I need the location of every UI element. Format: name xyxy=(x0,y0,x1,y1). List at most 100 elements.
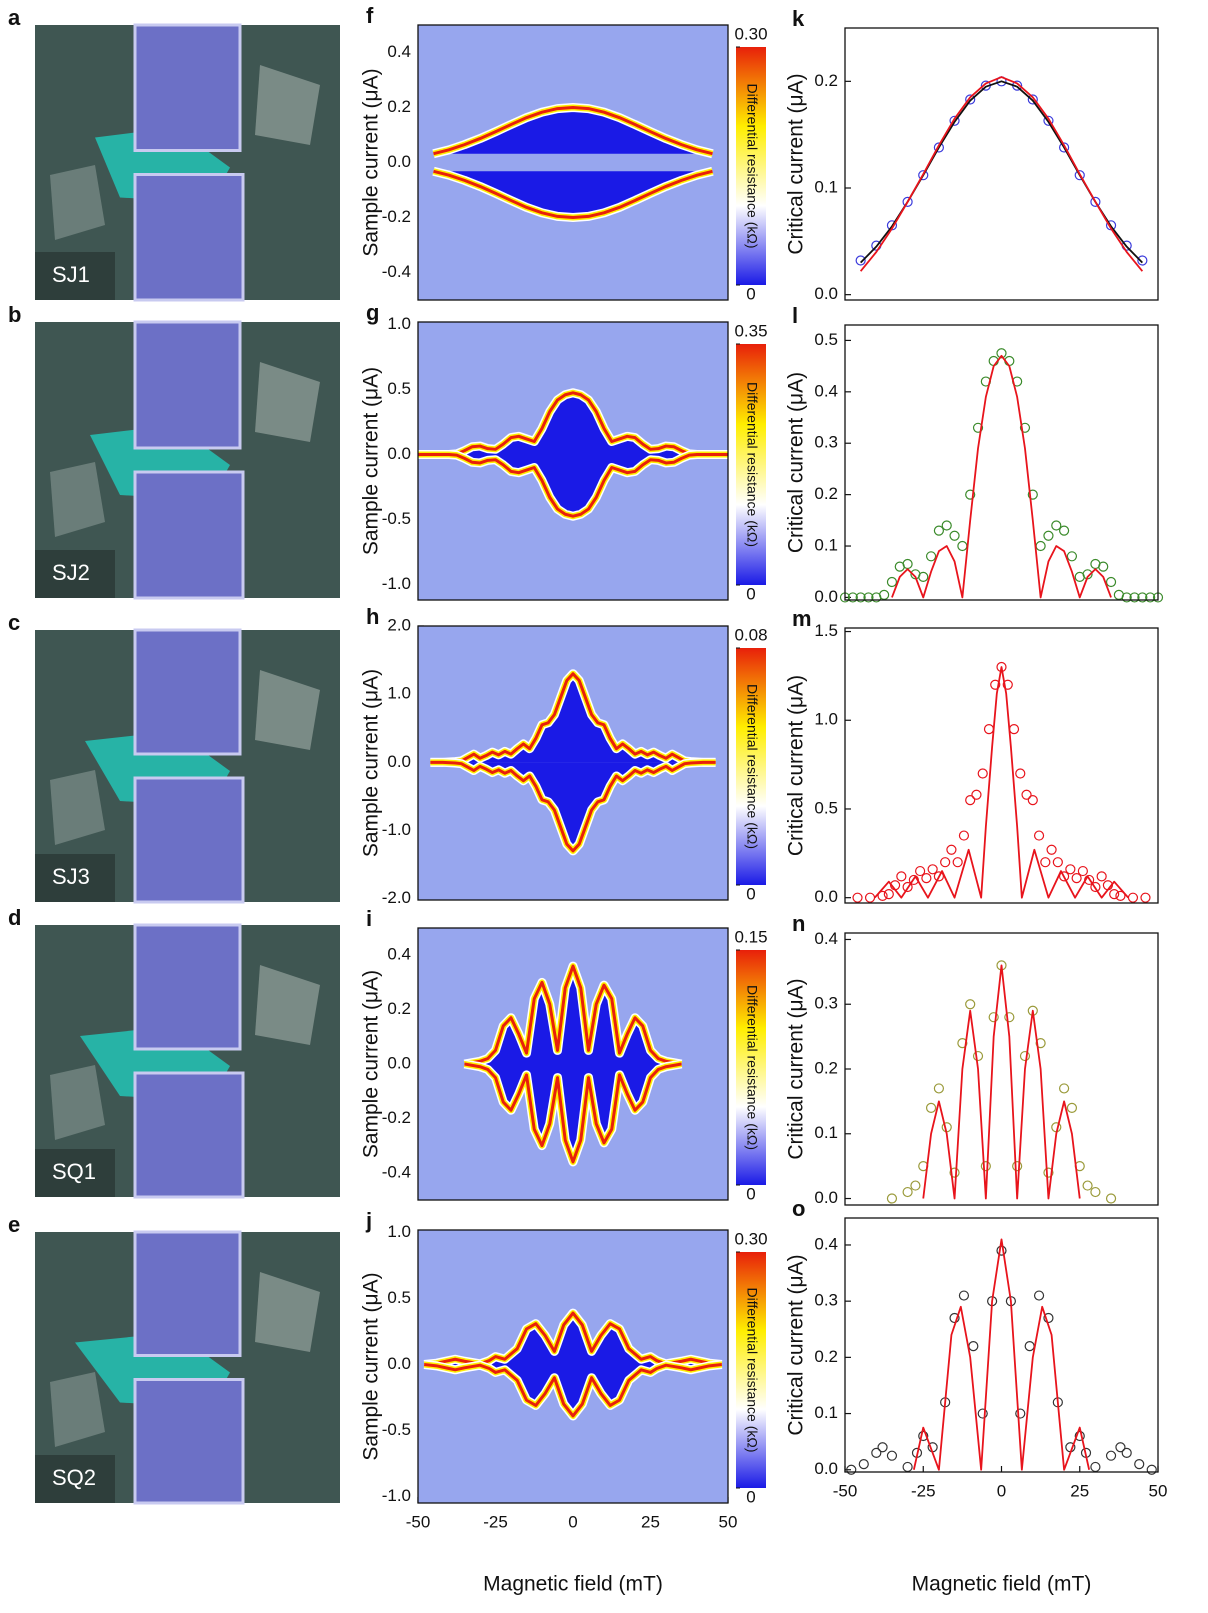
data-point xyxy=(886,1450,898,1461)
data-point xyxy=(1043,115,1054,126)
colorbar-tick-label: 0 xyxy=(746,284,755,303)
data-point xyxy=(1033,1290,1045,1301)
y-tick-label: 0.2 xyxy=(814,1058,838,1077)
panel-letter: h xyxy=(366,604,379,629)
data-point xyxy=(971,789,982,800)
y-tick-label: -1.0 xyxy=(382,574,411,593)
y-tick-label: 0.3 xyxy=(814,1291,838,1310)
label-box xyxy=(35,854,115,902)
x-axis-label: Magnetic field (mT) xyxy=(483,1573,663,1596)
data-point xyxy=(879,589,890,600)
y-tick-label: 0.0 xyxy=(387,152,411,171)
y-tick-label: -0.4 xyxy=(382,1162,411,1181)
y-tick-label: 0.5 xyxy=(814,330,838,349)
data-point xyxy=(996,348,1007,359)
y-tick-label: 0.4 xyxy=(387,945,411,964)
label-box xyxy=(35,1455,115,1503)
panel-letter: a xyxy=(8,5,21,30)
heatmap-background xyxy=(418,25,728,300)
lobe-edge xyxy=(464,1062,682,1164)
data-point xyxy=(958,830,970,841)
panel-letter: l xyxy=(792,303,798,328)
colorbar-label: Differential resistance (kΩ) xyxy=(744,684,760,849)
lobe-fill xyxy=(418,454,728,517)
plot-frame xyxy=(417,927,729,1201)
flake xyxy=(50,770,105,845)
data-point xyxy=(1066,551,1078,562)
data-point xyxy=(1004,1012,1015,1023)
data-point xyxy=(1051,520,1062,531)
data-point xyxy=(877,1442,888,1453)
data-point xyxy=(946,844,957,855)
y-tick-label: 0.1 xyxy=(814,1403,838,1422)
lobe-edge xyxy=(418,453,728,518)
fit-line xyxy=(874,666,1129,899)
y-tick-label: 0.4 xyxy=(814,381,838,400)
data-point xyxy=(1058,871,1070,882)
data-point xyxy=(968,1341,979,1352)
y-axis-label: Critical current (μA) xyxy=(785,978,808,1159)
electrode xyxy=(133,923,242,1051)
plot-frame xyxy=(844,27,1159,301)
data-point xyxy=(1137,592,1148,603)
colorbar-tick-label: 0.15 xyxy=(734,927,767,946)
data-point xyxy=(896,871,907,882)
colorbar-tick-label: 0 xyxy=(746,584,755,603)
data-point xyxy=(933,142,945,153)
electrode xyxy=(133,173,245,302)
panel-letter: b xyxy=(8,302,21,327)
data-point xyxy=(965,94,976,105)
data-point xyxy=(915,865,926,877)
fit-line xyxy=(891,354,1112,599)
data-point xyxy=(949,1167,960,1178)
data-point xyxy=(902,196,913,207)
flake xyxy=(255,670,320,750)
data-point xyxy=(1105,1450,1117,1461)
y-tick-label: -1.0 xyxy=(382,1486,411,1505)
sample-label: SJ3 xyxy=(52,864,90,889)
y-axis-label: Critical current (μA) xyxy=(785,372,808,553)
lobe-edge xyxy=(418,391,728,457)
panel-letter: e xyxy=(8,1212,20,1237)
data-point xyxy=(1019,422,1031,433)
y-tick-label: 0.1 xyxy=(814,1123,838,1142)
data-point xyxy=(1024,1341,1035,1352)
colorbar-label: Differential resistance (kΩ) xyxy=(744,985,760,1150)
lobe-edge xyxy=(424,1363,722,1418)
y-tick-label: 0.5 xyxy=(387,379,411,398)
colorbar-label: Differential resistance (kΩ) xyxy=(744,382,760,547)
y-tick-label: 0.4 xyxy=(387,42,411,61)
data-point xyxy=(855,255,866,266)
data-point xyxy=(1021,789,1032,800)
plot-frame xyxy=(844,627,1159,904)
data-point xyxy=(921,873,932,884)
fit-line xyxy=(922,964,1081,1200)
data-point xyxy=(1098,561,1109,572)
y-axis-label: Sample current (μA) xyxy=(360,367,383,555)
data-point xyxy=(1019,1050,1031,1062)
plot-frame xyxy=(844,1217,1159,1473)
data-point xyxy=(925,551,937,562)
fit-line xyxy=(859,76,1144,272)
data-point xyxy=(977,768,988,779)
x-axis-label: Magnetic field (mT) xyxy=(912,1573,1092,1596)
sample-label: SQ2 xyxy=(52,1465,96,1490)
data-point xyxy=(983,724,995,735)
data-point xyxy=(852,892,863,903)
y-tick-label: 0.0 xyxy=(387,1354,411,1373)
data-point xyxy=(1052,857,1063,868)
data-point xyxy=(1035,1037,1046,1049)
lobe-fill xyxy=(430,673,716,763)
data-point xyxy=(1002,679,1013,690)
label-box xyxy=(35,1149,115,1197)
data-point xyxy=(1121,592,1132,603)
data-point xyxy=(980,1161,991,1172)
data-point xyxy=(1109,889,1120,900)
colorbar-tick-label: 0 xyxy=(746,1184,755,1203)
data-point xyxy=(902,1186,913,1198)
x-tick-label: -50 xyxy=(406,1512,431,1531)
fit-line xyxy=(860,80,1143,264)
data-point xyxy=(1115,890,1126,902)
data-point xyxy=(933,1083,945,1094)
data-point xyxy=(1015,768,1026,779)
